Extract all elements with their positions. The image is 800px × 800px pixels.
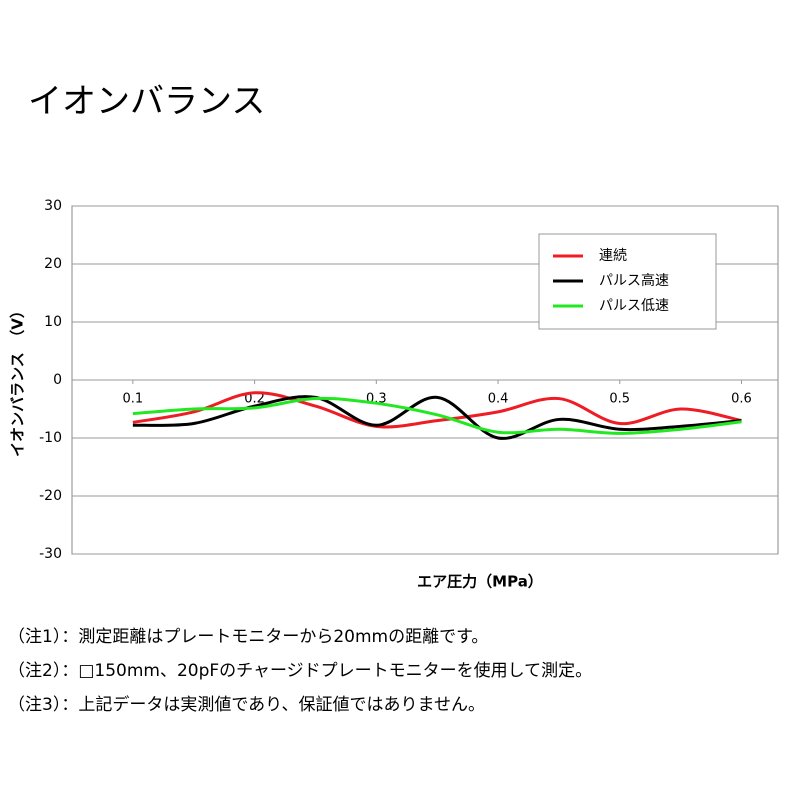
y-tick-label: -20 xyxy=(39,488,62,504)
note: （注1）：測定距離はプレートモニターから20mmの距離です。 xyxy=(8,627,488,647)
legend-label: パルス高速 xyxy=(599,272,669,289)
legend-label: 連続 xyxy=(599,247,627,264)
y-tick-label: 10 xyxy=(44,314,62,330)
y-tick-label: -30 xyxy=(39,546,62,562)
chart-title: イオンバランス xyxy=(28,82,265,122)
y-axis-label: イオンバランス （V） xyxy=(9,303,27,457)
note: （注3）：上記データは実測値であり、保証値ではありません。 xyxy=(8,694,485,715)
legend-label: パルス低速 xyxy=(599,298,669,314)
y-tick-label: 20 xyxy=(44,256,62,272)
x-tick-label: 0.2 xyxy=(244,392,265,407)
x-tick-label: 0.1 xyxy=(123,392,144,407)
series-line xyxy=(132,396,742,435)
y-tick-label: -10 xyxy=(39,430,62,446)
x-tick-label: 0.6 xyxy=(731,392,752,407)
y-tick-label: 0 xyxy=(53,372,62,388)
y-tick-label: 30 xyxy=(44,198,62,214)
series-line xyxy=(132,391,742,429)
x-tick-label: 0.5 xyxy=(609,392,630,407)
x-axis-label: エア圧力（MPa） xyxy=(417,573,543,591)
note: （注2）：□150mm、20pFのチャージドプレートモニターを使用して測定。 xyxy=(8,660,592,681)
x-tick-label: 0.4 xyxy=(488,392,509,407)
